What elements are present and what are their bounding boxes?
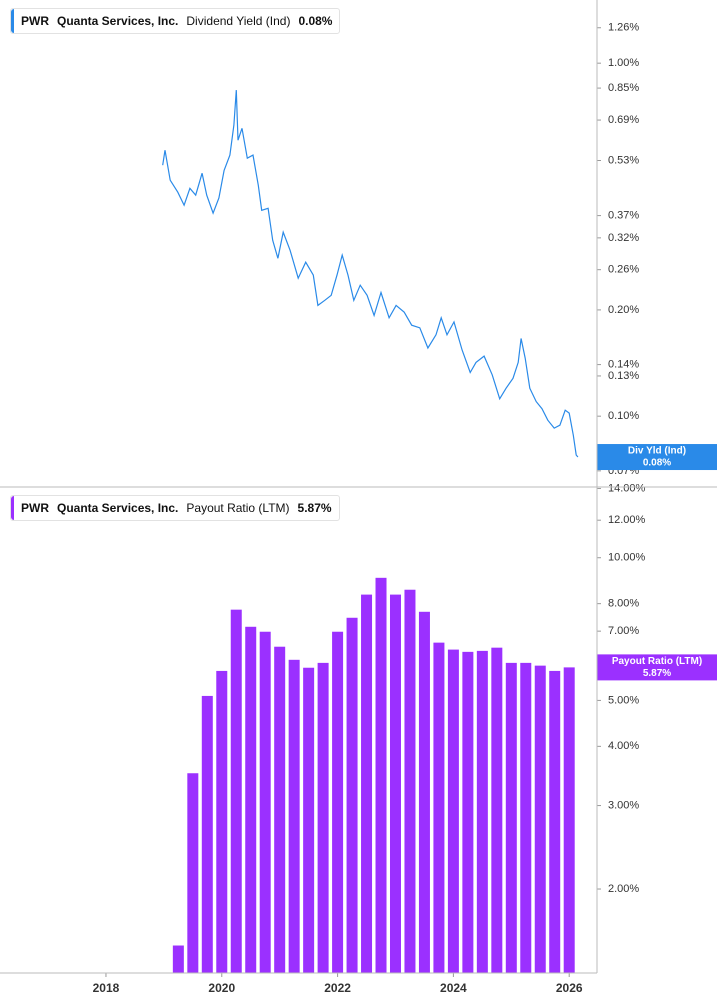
bar [172, 945, 184, 973]
bar [201, 695, 213, 973]
bar [389, 594, 401, 973]
y-tick-label: 14.00% [608, 482, 646, 494]
y-tick-label: 3.00% [608, 799, 639, 811]
legend-swatch [11, 9, 14, 33]
badge-value: 5.87% [643, 668, 671, 679]
y-tick-label: 12.00% [608, 514, 646, 526]
legend-title: Payout Ratio (LTM) [186, 501, 290, 515]
bar [462, 651, 474, 973]
bar [534, 665, 546, 973]
badge-box [597, 444, 717, 471]
y-tick-label: 7.00% [608, 625, 639, 637]
y-tick-label: 0.14% [608, 358, 639, 370]
bar [332, 631, 344, 973]
y-tick-label: 10.00% [608, 552, 646, 564]
y-tick-label: 0.69% [608, 114, 639, 126]
legend-company: Quanta Services, Inc. [57, 14, 179, 28]
y-tick-label: 0.85% [608, 82, 639, 94]
y-tick-label: 4.00% [608, 740, 639, 752]
series-line [162, 90, 579, 458]
badge-box [597, 654, 717, 681]
legend-company: Quanta Services, Inc. [57, 501, 179, 515]
bar [433, 642, 445, 973]
bar [317, 662, 329, 973]
bar [563, 667, 575, 973]
legend-ticker: PWR [21, 501, 49, 515]
badge-value: 0.08% [643, 458, 671, 469]
y-tick-label: 0.26% [608, 264, 639, 276]
bar [520, 662, 532, 973]
bar [346, 617, 358, 973]
y-tick-label: 5.00% [608, 694, 639, 706]
y-tick-label: 0.20% [608, 304, 639, 316]
bar [549, 670, 561, 973]
y-tick-label: 0.10% [608, 410, 639, 422]
bar [245, 626, 257, 973]
bar [230, 609, 242, 973]
last-value-badge: Payout Ratio (LTM)5.87% [597, 654, 717, 681]
legend-ticker: PWR [21, 14, 49, 28]
x-tick-label: 2024 [440, 981, 467, 995]
bar [303, 667, 315, 973]
legend-swatch [11, 496, 14, 520]
badge-title: Payout Ratio (LTM) [612, 656, 702, 667]
legend-title: Dividend Yield (Ind) [186, 14, 291, 28]
y-tick-label: 1.26% [608, 22, 639, 34]
y-tick-label: 2.00% [608, 883, 639, 895]
badge-title: Div Yld (Ind) [628, 446, 686, 457]
y-tick-label: 0.37% [608, 210, 639, 222]
bar [288, 659, 300, 973]
legend-last-label: 5.87% [297, 501, 332, 515]
legend: PWR Quanta Services, Inc. Payout Ratio (LT… [10, 495, 340, 521]
x-tick-label: 2018 [93, 981, 120, 995]
bar [274, 646, 286, 973]
y-tick-label: 0.53% [608, 154, 639, 166]
x-tick-label: 2020 [208, 981, 235, 995]
bar [216, 670, 228, 973]
bar [375, 577, 387, 973]
bar [505, 662, 517, 973]
y-tick-label: 0.32% [608, 232, 639, 244]
x-tick-label: 2022 [324, 981, 351, 995]
bar [361, 594, 373, 973]
bar [259, 631, 271, 973]
y-tick-label: 8.00% [608, 598, 639, 610]
y-tick-label: 1.00% [608, 57, 639, 69]
bar [418, 611, 430, 973]
legend-last-label: 0.08% [298, 14, 333, 28]
bar [404, 589, 416, 973]
y-tick-label: 0.13% [608, 370, 639, 382]
legend: PWR Quanta Services, Inc. Dividend Yield (… [10, 8, 341, 34]
bar [187, 773, 199, 973]
x-tick-label: 2026 [556, 981, 583, 995]
bar [491, 647, 503, 973]
bar [447, 649, 459, 973]
bar [476, 650, 488, 973]
last-value-badge: Div Yld (Ind)0.08% [597, 444, 717, 471]
